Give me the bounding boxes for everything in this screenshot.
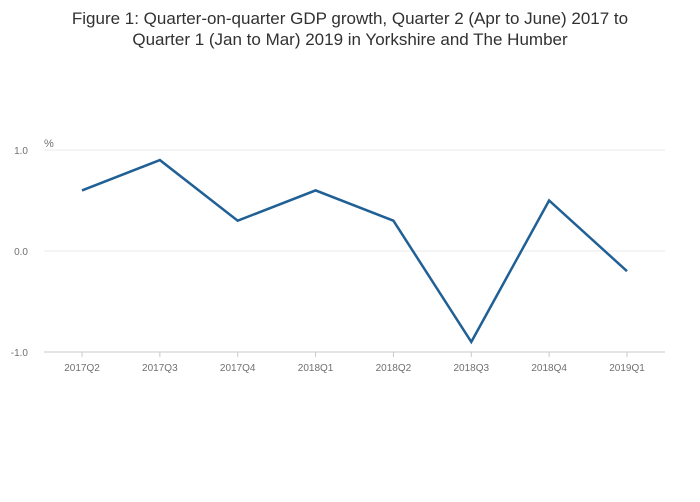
y-axis-unit-label: % [44,138,54,150]
x-tick-label: 2018Q3 [453,363,489,374]
chart-title: Figure 1: Quarter-on-quarter GDP growth,… [20,8,680,50]
chart-title-line-2: Quarter 1 (Jan to Mar) 2019 in Yorkshire… [132,30,568,49]
y-tick-label: -1.0 [11,348,29,359]
series-line [81,158,628,345]
y-tick-label: 1.0 [14,146,28,157]
x-tick-label: 2017Q3 [142,363,178,374]
x-tick-label: 2017Q4 [220,363,256,374]
x-tick-label: 2017Q2 [64,363,100,374]
x-tick-label: 2018Q1 [298,363,334,374]
x-tick-label: 2018Q2 [376,363,412,374]
y-tick-label: 0.0 [14,247,28,258]
chart-title-line-1: Figure 1: Quarter-on-quarter GDP growth,… [71,9,629,28]
x-tick-label: 2019Q1 [609,363,645,374]
x-tick-label: 2018Q4 [531,363,567,374]
